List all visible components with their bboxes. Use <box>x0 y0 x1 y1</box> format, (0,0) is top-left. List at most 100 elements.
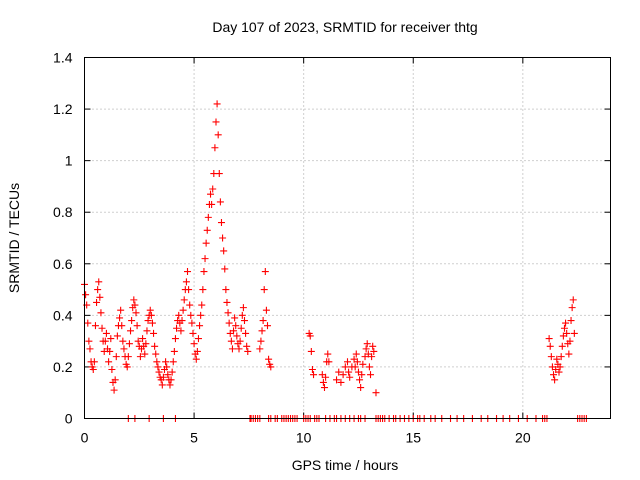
data-point <box>200 268 208 276</box>
data-point <box>365 363 373 371</box>
data-point <box>170 347 178 355</box>
data-point <box>225 319 233 327</box>
data-point <box>152 350 160 358</box>
data-point <box>551 376 559 384</box>
data-point <box>179 306 187 314</box>
y-tick-label: 0.2 <box>53 359 73 375</box>
data-point <box>123 363 131 371</box>
y-tick-label: 0.8 <box>53 204 73 220</box>
data-point <box>228 345 236 353</box>
data-point <box>194 335 202 343</box>
data-point <box>133 322 141 330</box>
data-point <box>319 378 327 386</box>
data-point <box>159 373 167 381</box>
data-point <box>306 332 314 340</box>
data-point <box>232 322 240 330</box>
data-point <box>84 319 92 327</box>
data-point <box>127 327 135 335</box>
data-point <box>547 353 555 361</box>
data-point <box>141 350 149 358</box>
data-point <box>359 360 367 368</box>
y-axis-title: SRMTID / TECUs <box>6 183 22 293</box>
data-point <box>93 298 101 306</box>
data-point <box>107 335 115 343</box>
data-point <box>322 373 330 381</box>
data-point <box>203 226 211 234</box>
data-point <box>108 366 116 374</box>
data-point <box>563 329 571 337</box>
data-point <box>356 376 364 384</box>
data-point <box>344 358 351 366</box>
data-point <box>257 337 265 345</box>
data-point <box>192 355 200 363</box>
data-point <box>231 314 239 322</box>
data-point <box>244 347 252 355</box>
data-point <box>267 363 275 371</box>
data-point <box>565 350 573 358</box>
data-point <box>224 309 232 317</box>
data-point <box>82 291 90 299</box>
data-point <box>566 337 574 345</box>
data-point <box>98 324 106 332</box>
data-point <box>556 363 564 371</box>
data-point <box>568 304 576 312</box>
data-point <box>353 358 361 366</box>
data-point <box>177 327 185 335</box>
data-point <box>310 371 318 379</box>
data-point <box>372 389 380 397</box>
data-point <box>208 200 216 208</box>
data-point <box>111 376 119 384</box>
data-point <box>357 384 365 392</box>
data-point <box>243 342 251 350</box>
data-point <box>117 306 125 314</box>
data-point <box>369 342 377 350</box>
data-point <box>86 345 94 353</box>
data-point <box>220 247 228 255</box>
data-point <box>113 332 121 340</box>
data-point <box>337 378 345 386</box>
data-point <box>158 381 166 389</box>
data-point <box>95 278 103 286</box>
data-point <box>562 319 570 327</box>
data-point <box>164 371 172 379</box>
data-point <box>217 219 225 227</box>
data-point <box>242 329 250 337</box>
data-point <box>89 366 97 374</box>
data-point <box>260 286 268 294</box>
data-point <box>363 340 371 348</box>
data-point <box>261 268 269 276</box>
x-tick-label: 5 <box>190 430 198 446</box>
y-tick-labels: 0 0.2 0.4 0.6 0.8 1 1.2 1.4 <box>53 50 73 427</box>
data-point <box>188 319 196 327</box>
data-point <box>189 329 197 337</box>
data-point <box>151 342 159 350</box>
data-point <box>147 311 155 319</box>
data-point <box>219 234 227 242</box>
data-point <box>235 345 243 353</box>
data-point <box>173 324 181 332</box>
data-point <box>333 376 341 384</box>
data-point <box>124 353 132 361</box>
data-point <box>148 319 156 327</box>
data-point <box>335 368 343 376</box>
data-point <box>134 337 142 345</box>
data-point <box>125 340 133 348</box>
data-point <box>308 366 316 374</box>
y-tick-label: 0.6 <box>53 256 73 272</box>
data-point <box>180 296 188 304</box>
data-point <box>553 355 561 363</box>
x-tick-labels: 0 5 10 15 20 <box>81 430 531 446</box>
data-point <box>223 298 231 306</box>
data-point <box>341 363 349 371</box>
data-point <box>178 317 186 325</box>
data-point <box>105 358 113 366</box>
data-point <box>239 304 247 312</box>
data-point <box>106 347 114 355</box>
data-point <box>193 347 201 355</box>
data-point <box>175 311 183 319</box>
data-point <box>166 381 174 389</box>
data-point <box>555 368 563 376</box>
data-point <box>207 190 215 198</box>
data-point <box>139 335 147 343</box>
